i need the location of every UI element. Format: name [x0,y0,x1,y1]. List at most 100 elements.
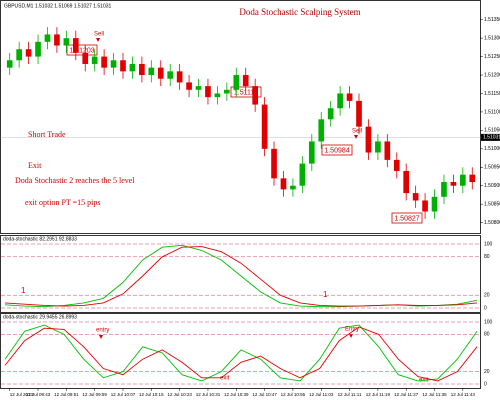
candle-body [54,34,60,46]
last-price-label: 1.51031 [483,135,500,141]
x-tick-label: 12 Jul 10:39 [224,392,249,397]
x-tick-label: 12 Jul 11:11 [338,392,362,397]
candle-body [431,196,438,212]
candle-body [290,185,296,190]
price-label-box [321,144,353,156]
y-tick-label: 1.50900 [484,183,500,189]
candle-body [422,200,428,212]
candle-body [44,34,51,42]
candle-body [16,49,22,61]
chart-title: Doda Stochastic Scalping System [239,7,360,17]
y-tick-label: 1.51300 [484,35,500,41]
exit-label: exit [220,376,230,382]
candle-body [337,93,343,109]
x-tick-label: 12 Jul 10:55 [281,392,306,397]
candle-body [233,75,240,90]
candle-body [167,71,174,79]
y-tick-label: 1.51200 [484,72,500,78]
annotation: Doda Stochastic 2 reaches the 5 level [15,176,135,185]
candle-body [157,67,164,79]
y-tick-label: 1.51350 [484,17,500,23]
candle-body [195,86,202,90]
candle-body [205,86,211,98]
candle-body [176,71,183,83]
x-tick-label: 12 Jul 11:19 [366,392,391,397]
symbol-header: GBPUSD,M1 1.51032 1.51069 1.51027 1.5103… [4,3,112,9]
price-label: 1.50984 [324,147,349,154]
x-tick-label: 12 Jul 10:31 [196,392,221,397]
price-label-box [66,44,98,56]
price-label: 1.51203 [69,47,94,54]
y-tick-label: 100 [484,241,493,247]
annotation: Short Trade [28,130,66,139]
y-tick-label: 1.50950 [484,165,500,171]
candle-body [120,60,126,72]
price-label-box [391,212,423,224]
candle-body [356,100,362,127]
candle-body [441,182,447,197]
candle-body [129,63,136,72]
y-tick-label: 0 [484,305,487,311]
candle-body [110,60,117,68]
main-panel-frame [0,0,481,234]
x-tick-label: 12 Jul 11:27 [394,392,419,397]
candle-body [261,104,268,149]
x-tick-label: 12 Jul 09:43 [26,392,51,397]
candle-body [412,193,419,201]
candle-body [450,182,457,186]
x-tick-label: 12 Jul 11:03 [309,392,334,397]
stochastic-line [4,246,478,307]
candle-body [346,93,353,101]
y-tick-label: 1.51000 [484,146,500,152]
candle-body [308,141,315,164]
candle-body [393,159,400,171]
candle-body [460,174,466,186]
y-tick-label: 1.51250 [484,54,500,60]
candle-body [403,170,410,194]
candle-body [242,75,249,87]
x-tick-label: 12 Jul 10:47 [252,392,277,397]
panel-label: doda-stochastic 29.9455 26.8993 [3,314,77,320]
entry-label: Entry [345,327,359,333]
y-tick-label: 1.51150 [484,91,500,97]
y-tick-label: 80 [484,254,490,260]
sell-label: Sell [94,32,104,38]
y-tick-label: 0 [484,381,487,387]
candle-body [365,126,372,153]
y-tick-label: 20 [484,369,490,375]
candle-body [35,41,41,57]
candle-body [252,86,258,105]
x-tick-label: 12 Jul 10:23 [167,392,192,397]
price-label: 1.50827 [394,215,419,222]
candle-body [318,119,325,142]
y-tick-label: 1.50800 [484,220,500,226]
stochastic-line [4,324,478,382]
last-price-box [481,133,500,141]
sell-arrow [96,38,100,42]
candle-body [63,38,70,46]
stoch1-panel-frame [0,235,481,313]
entry-label: entry [96,328,109,334]
candle-body [299,163,306,186]
candle-body [101,56,107,68]
candle-body [148,67,155,76]
annotation: exit option PT =15 pips [25,198,100,207]
x-tick-label: 12 Jul 09:51 [54,392,79,397]
candle-body [469,174,476,183]
x-tick-label: 12 Jul 11:43 [451,392,476,397]
y-tick-label: 1.51050 [484,128,500,134]
stochastic-line [4,326,478,382]
candle-body [327,108,334,120]
candle-body [91,56,98,64]
x-tick-label: 12 Jul 10:07 [111,392,136,397]
sell-arrow [354,135,358,139]
candle-body [384,141,391,160]
candle-body [214,93,221,98]
y-tick-label: 1.51100 [484,109,500,115]
candle-body [6,60,13,68]
candle-body [139,63,145,76]
x-tick-label: 12 Jul 09:59 [82,392,107,397]
candle-body [186,82,192,90]
y-tick-label: 20 [484,293,490,299]
